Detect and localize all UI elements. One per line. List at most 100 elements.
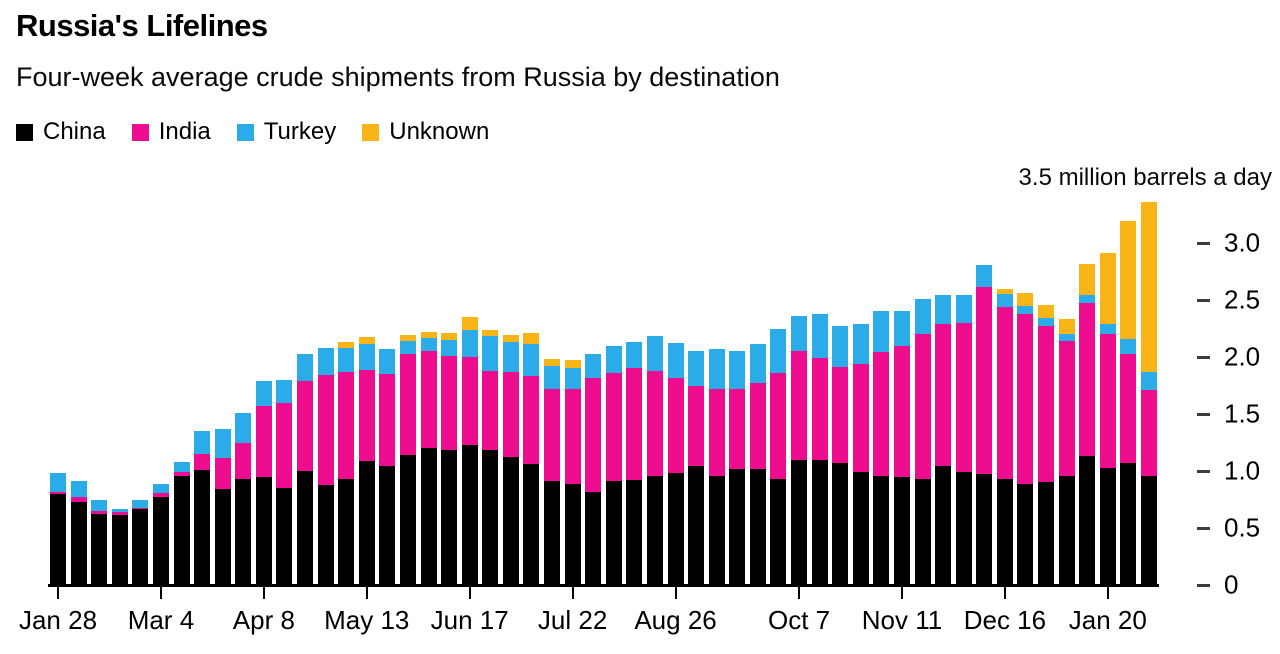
bar-segment-china [605, 481, 622, 585]
x-axis-tick [1106, 586, 1109, 599]
bar-oct-7 [791, 315, 808, 585]
bar-segment-india [1017, 313, 1034, 484]
bar-jun-17 [461, 317, 478, 585]
y-axis-tick [1197, 469, 1210, 473]
bar-segment-unknown [502, 335, 519, 343]
bar-segment-india [544, 388, 561, 482]
bar-segment-china [441, 450, 458, 585]
bar-segment-india [708, 388, 725, 476]
bar-segment-india [461, 357, 478, 445]
bar-jan-28 [50, 473, 66, 585]
bar-segment-india [873, 352, 890, 476]
bar-segment-india [688, 385, 705, 467]
bar-segment-turkey [91, 499, 108, 511]
bar-segment-india [976, 287, 993, 475]
x-axis-label: Jan 28 [18, 605, 98, 635]
y-axis-label: 3.0 [1224, 227, 1261, 258]
bar-dec-2 [955, 295, 972, 585]
bar-segment-china [1099, 467, 1116, 585]
bar-segment-unknown [420, 331, 437, 338]
bar-segment-china [194, 469, 211, 585]
bar-segment-turkey [914, 298, 931, 335]
bar-segment-china [1058, 475, 1075, 585]
bar-segment-india [379, 374, 396, 467]
bar-segment-india [502, 371, 519, 458]
bar-segment-turkey [1017, 305, 1034, 314]
bar-dec-30 [1038, 304, 1055, 585]
bar-segment-turkey [1141, 371, 1157, 391]
chart-title: Russia's Lifelines [16, 8, 268, 43]
bar-segment-turkey [70, 481, 87, 498]
bar-nov-4 [873, 311, 890, 585]
bar-segment-turkey [564, 368, 581, 389]
bar-segment-turkey [214, 428, 231, 459]
bar-segment-china [893, 476, 910, 585]
bar-segment-turkey [358, 344, 375, 370]
bar-apr-15 [276, 379, 293, 585]
bar-segment-china [646, 475, 663, 585]
bar-segment-turkey [399, 341, 416, 354]
bar-mar-18 [194, 431, 211, 585]
bar-segment-turkey [297, 353, 314, 381]
chart-subtitle: Four-week average crude shipments from R… [16, 62, 780, 92]
bar-segment-china [564, 483, 581, 585]
bar-segment-china [91, 514, 108, 585]
x-axis-tick [159, 586, 162, 599]
bar-segment-turkey [420, 337, 437, 352]
x-axis-tick [365, 586, 368, 599]
x-axis-label: May 13 [324, 605, 410, 635]
bar-segment-turkey [1099, 323, 1116, 335]
bar-segment-turkey [832, 326, 849, 368]
bar-segment-china [132, 508, 149, 585]
bar-segment-unknown [996, 288, 1013, 295]
bar-segment-india [646, 370, 663, 476]
bar-segment-turkey [605, 345, 622, 373]
bar-segment-turkey [235, 412, 252, 443]
bar-segment-india [667, 377, 684, 474]
bar-segment-india [91, 510, 108, 515]
bar-jun-3 [420, 331, 437, 585]
bar-segment-china [955, 472, 972, 585]
bar-segment-india [852, 363, 869, 473]
bar-segment-india [1120, 353, 1137, 464]
bar-segment-turkey [708, 349, 725, 389]
bar-segment-india [791, 351, 808, 460]
bar-apr-8 [255, 380, 272, 585]
legend-label: China [43, 118, 106, 145]
bar-segment-china [770, 478, 787, 585]
y-axis-label: 2.5 [1224, 284, 1261, 315]
bar-segment-turkey [441, 339, 458, 356]
x-axis-line [48, 584, 1159, 587]
bar-jan-6 [1058, 319, 1075, 585]
bar-feb-4 [70, 481, 87, 585]
bar-segment-india [564, 388, 581, 484]
bar-nov-18 [914, 298, 931, 585]
bar-segment-unknown [1141, 201, 1157, 372]
bar-segment-unknown [1038, 304, 1055, 319]
bar-feb-25 [132, 499, 149, 585]
bar-segment-unknown [399, 335, 416, 342]
bar-segment-india [70, 497, 87, 502]
bar-segment-india [832, 367, 849, 464]
bar-sep-16 [729, 351, 746, 585]
bar-mar-4 [152, 483, 169, 585]
legend-swatch-china [16, 123, 33, 141]
bar-segment-turkey [852, 323, 869, 364]
bar-segment-turkey [646, 336, 663, 371]
bar-segment-china [585, 491, 602, 585]
bar-segment-china [50, 493, 66, 585]
bar-segment-china [626, 480, 643, 585]
bar-segment-turkey [111, 508, 128, 513]
bar-segment-turkey [955, 295, 972, 323]
x-axis-tick [571, 586, 574, 599]
bar-segment-india [770, 372, 787, 479]
bar-jun-24 [482, 329, 499, 585]
bar-segment-turkey [935, 295, 952, 324]
bar-segment-turkey [1058, 334, 1075, 342]
bar-segment-turkey [811, 313, 828, 359]
x-axis-label: Mar 4 [127, 605, 195, 635]
bar-segment-turkey [667, 343, 684, 378]
bar-segment-turkey [770, 328, 787, 373]
bar-segment-india [420, 351, 437, 449]
